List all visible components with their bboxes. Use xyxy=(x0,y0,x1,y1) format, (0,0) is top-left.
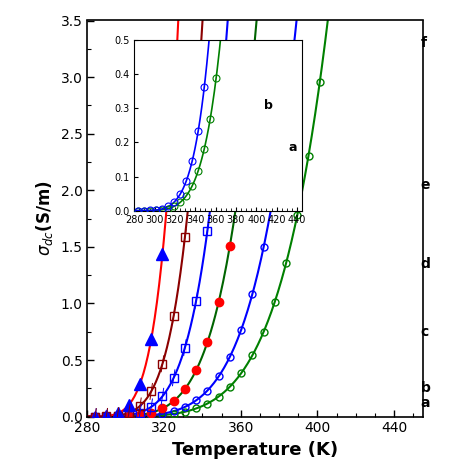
Text: c: c xyxy=(421,325,429,339)
Text: d: d xyxy=(421,257,431,271)
Text: e: e xyxy=(421,178,430,191)
Text: f: f xyxy=(421,36,427,50)
Text: b: b xyxy=(421,381,431,395)
Y-axis label: $\sigma_{dc}$(S/m): $\sigma_{dc}$(S/m) xyxy=(34,181,55,256)
Text: a: a xyxy=(421,396,430,410)
X-axis label: Temperature (K): Temperature (K) xyxy=(172,441,338,459)
